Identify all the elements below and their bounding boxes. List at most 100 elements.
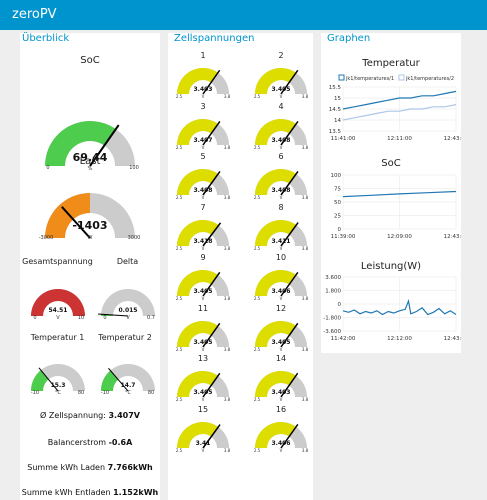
cell-gauge-10: 10 3.406 V 2.5 3.8 — [251, 253, 311, 303]
cell-number: 1 — [200, 51, 206, 60]
temp-chart-title: Temperatur — [362, 58, 420, 69]
cell-value: 3.408 — [272, 187, 291, 194]
app-title: zeroPV — [12, 7, 57, 22]
temp2-fill — [101, 370, 119, 391]
x-tick-label: 11:41:00 — [331, 136, 356, 142]
cell-min: 2.5 — [176, 145, 183, 150]
cell-fill — [177, 68, 218, 94]
cell-max: 3.8 — [302, 195, 309, 200]
cell-min: 2.5 — [176, 296, 183, 301]
cell-value: 3.411 — [272, 238, 291, 245]
cell-min: 2.5 — [254, 94, 261, 99]
cell-number: 9 — [200, 253, 206, 262]
laden-value: 7.766kWh — [107, 463, 153, 472]
cell-max: 3.8 — [224, 296, 231, 301]
zellspannung-value: 3.407V — [108, 411, 140, 420]
soc-label: SoC — [80, 55, 100, 66]
cell-gauge-2: 2 3.405 V 2.5 3.8 — [251, 51, 311, 101]
delta-max: 0.7 — [147, 315, 155, 321]
cell-number: 10 — [275, 253, 287, 262]
cell-number: 3 — [200, 101, 206, 111]
cell-gauge-8: 8 3.411 V 2.5 3.8 — [251, 203, 311, 253]
temp1-value: 15.3 — [51, 382, 66, 389]
cell-max: 3.8 — [224, 145, 231, 150]
temp1-min: -10 — [31, 390, 39, 396]
cell-min: 2.5 — [176, 397, 183, 402]
laden-row: Summe kWh Laden 7.766kWh — [10, 463, 170, 472]
entladen-label: Summe kWh Entladen — [21, 488, 111, 497]
cell-gauge-9: 9 3.405 V 2.5 3.8 — [173, 253, 233, 303]
cell-gauge-3: 3 3.407 V 2.5 3.8 — [173, 102, 233, 152]
temp2-min: -10 — [101, 390, 109, 396]
balancer-label: Balancerstrom — [47, 438, 107, 447]
cell-unit: V — [280, 397, 283, 402]
cells-title: Zellspannungen — [174, 33, 255, 44]
x-tick-label: 12:43:00 — [444, 136, 461, 142]
x-tick-label: 12:12:00 — [387, 336, 412, 342]
cell-fill — [255, 320, 297, 347]
temp2-needle — [108, 367, 129, 392]
temp2-gauge: 14.7 °C -10 80 — [101, 364, 155, 396]
y-tick-label: 1.800 — [325, 289, 341, 295]
cell-fill — [177, 421, 219, 448]
cell-max: 3.8 — [302, 145, 309, 150]
overview-panel: Überblick SoC 69.44 % 0 100 Last -1403 W… — [20, 33, 160, 500]
cell-fill — [255, 68, 297, 94]
cell-gauge-13: 13 3.405 V 2.5 3.8 — [173, 354, 233, 404]
y-tick-label: 13.5 — [329, 129, 342, 135]
cell-min: 2.5 — [176, 94, 183, 99]
cell-gauge-5: 5 3.408 V 2.5 3.8 — [173, 152, 233, 202]
cell-fill — [177, 118, 219, 145]
series-line-2 — [342, 104, 457, 121]
soc-chart-title: SoC — [381, 158, 401, 169]
cell-unit: V — [202, 448, 205, 453]
soc-unit: % — [88, 166, 93, 171]
y-tick-label: 0 — [338, 302, 342, 308]
cell-value: 3.405 — [194, 389, 213, 396]
cell-number: 5 — [200, 152, 206, 161]
temp2-unit: °C — [125, 390, 132, 396]
cell-needle — [202, 271, 221, 297]
cell-min: 2.5 — [254, 448, 261, 453]
delta-needle — [98, 313, 129, 317]
y-tick-label: 14 — [334, 118, 341, 124]
gesamt-unit: V — [56, 315, 60, 321]
y-tick-label: 25 — [334, 214, 341, 220]
cell-min: 2.5 — [176, 347, 183, 352]
zellspannung-row: Ø Zellspannung: 3.407V — [10, 411, 170, 420]
soc-gauge-fill — [45, 121, 116, 166]
cell-gauge-4: 4 3.408 V 2.5 3.8 — [251, 102, 311, 152]
cell-unit: V — [202, 397, 205, 402]
cell-max: 3.8 — [224, 94, 231, 99]
cell-max: 3.8 — [224, 397, 231, 402]
cell-unit: V — [202, 347, 205, 352]
cell-max: 3.8 — [224, 448, 231, 453]
power-chart-title: Leistung(W) — [360, 261, 422, 272]
cell-fill — [255, 219, 297, 246]
cell-value: 3.407 — [194, 137, 213, 144]
delta-unit: V — [126, 315, 130, 321]
y-tick-label: 15.5 — [329, 85, 342, 91]
legend-label: jk1/temperatures/1 — [345, 76, 394, 82]
cell-needle — [280, 322, 299, 347]
cell-fill — [177, 270, 219, 296]
last-max: 3000 — [128, 235, 141, 241]
cell-min: 2.5 — [254, 347, 261, 352]
cell-unit: V — [202, 94, 205, 99]
x-tick-label: 12:43:00 — [444, 336, 461, 342]
cell-min: 2.5 — [176, 246, 183, 251]
gesamt-fill — [31, 289, 85, 316]
cell-value: 3.408 — [272, 137, 291, 144]
cell-unit: V — [202, 145, 205, 150]
temp2-label: Temperatur 2 — [98, 333, 152, 342]
delta-label: Delta — [116, 257, 139, 266]
cell-gauge-7: 7 3.418 V 2.5 3.8 — [173, 203, 233, 253]
cell-number: 16 — [275, 404, 287, 414]
cell-max: 3.8 — [224, 347, 231, 352]
